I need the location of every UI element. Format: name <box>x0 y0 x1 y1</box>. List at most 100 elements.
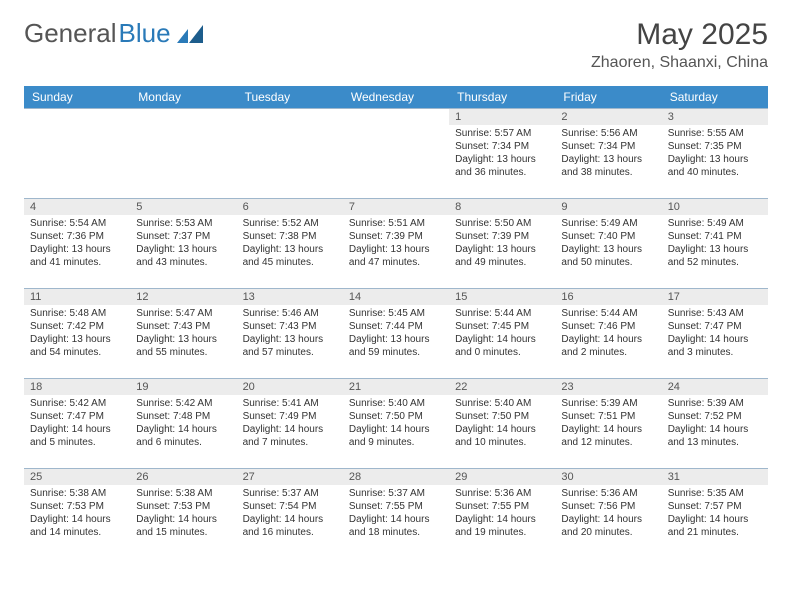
day-number: 13 <box>237 289 343 305</box>
day-details: Sunrise: 5:53 AMSunset: 7:37 PMDaylight:… <box>130 215 236 273</box>
day-details: Sunrise: 5:36 AMSunset: 7:56 PMDaylight:… <box>555 485 661 543</box>
day-number: 28 <box>343 469 449 485</box>
calendar-cell: 25Sunrise: 5:38 AMSunset: 7:53 PMDayligh… <box>24 469 130 559</box>
day-number: 4 <box>24 199 130 215</box>
calendar-cell: 12Sunrise: 5:47 AMSunset: 7:43 PMDayligh… <box>130 289 236 379</box>
weekday-header: Thursday <box>449 86 555 109</box>
weekday-header: Friday <box>555 86 661 109</box>
day-details: Sunrise: 5:49 AMSunset: 7:40 PMDaylight:… <box>555 215 661 273</box>
day-details: Sunrise: 5:42 AMSunset: 7:48 PMDaylight:… <box>130 395 236 453</box>
day-number: 6 <box>237 199 343 215</box>
calendar-cell: 14Sunrise: 5:45 AMSunset: 7:44 PMDayligh… <box>343 289 449 379</box>
calendar-cell: 22Sunrise: 5:40 AMSunset: 7:50 PMDayligh… <box>449 379 555 469</box>
calendar-row: 11Sunrise: 5:48 AMSunset: 7:42 PMDayligh… <box>24 289 768 379</box>
calendar-row: 1Sunrise: 5:57 AMSunset: 7:34 PMDaylight… <box>24 109 768 199</box>
day-details: Sunrise: 5:37 AMSunset: 7:55 PMDaylight:… <box>343 485 449 543</box>
weekday-header: Monday <box>130 86 236 109</box>
calendar-cell: 8Sunrise: 5:50 AMSunset: 7:39 PMDaylight… <box>449 199 555 289</box>
day-number: 29 <box>449 469 555 485</box>
day-number: 12 <box>130 289 236 305</box>
calendar-cell: 2Sunrise: 5:56 AMSunset: 7:34 PMDaylight… <box>555 109 661 199</box>
day-details: Sunrise: 5:39 AMSunset: 7:51 PMDaylight:… <box>555 395 661 453</box>
day-details: Sunrise: 5:40 AMSunset: 7:50 PMDaylight:… <box>343 395 449 453</box>
day-details: Sunrise: 5:54 AMSunset: 7:36 PMDaylight:… <box>24 215 130 273</box>
day-number: 9 <box>555 199 661 215</box>
calendar-cell: 28Sunrise: 5:37 AMSunset: 7:55 PMDayligh… <box>343 469 449 559</box>
calendar-cell: 15Sunrise: 5:44 AMSunset: 7:45 PMDayligh… <box>449 289 555 379</box>
logo: GeneralBlue <box>24 18 203 49</box>
calendar-cell: 29Sunrise: 5:36 AMSunset: 7:55 PMDayligh… <box>449 469 555 559</box>
day-number: 2 <box>555 109 661 125</box>
day-number: 27 <box>237 469 343 485</box>
day-number: 15 <box>449 289 555 305</box>
weekday-header: Tuesday <box>237 86 343 109</box>
day-details: Sunrise: 5:43 AMSunset: 7:47 PMDaylight:… <box>662 305 768 363</box>
calendar-cell: 31Sunrise: 5:35 AMSunset: 7:57 PMDayligh… <box>662 469 768 559</box>
month-title: May 2025 <box>591 18 768 52</box>
day-details: Sunrise: 5:35 AMSunset: 7:57 PMDaylight:… <box>662 485 768 543</box>
calendar-cell: 5Sunrise: 5:53 AMSunset: 7:37 PMDaylight… <box>130 199 236 289</box>
day-details: Sunrise: 5:50 AMSunset: 7:39 PMDaylight:… <box>449 215 555 273</box>
logo-mark-icon <box>177 25 203 43</box>
day-details: Sunrise: 5:48 AMSunset: 7:42 PMDaylight:… <box>24 305 130 363</box>
day-number: 14 <box>343 289 449 305</box>
day-number: 24 <box>662 379 768 395</box>
calendar-cell: 26Sunrise: 5:38 AMSunset: 7:53 PMDayligh… <box>130 469 236 559</box>
calendar-cell: 19Sunrise: 5:42 AMSunset: 7:48 PMDayligh… <box>130 379 236 469</box>
calendar-cell: 13Sunrise: 5:46 AMSunset: 7:43 PMDayligh… <box>237 289 343 379</box>
day-number: 22 <box>449 379 555 395</box>
calendar-cell: 18Sunrise: 5:42 AMSunset: 7:47 PMDayligh… <box>24 379 130 469</box>
calendar-cell: 10Sunrise: 5:49 AMSunset: 7:41 PMDayligh… <box>662 199 768 289</box>
day-number: 1 <box>449 109 555 125</box>
day-number: 17 <box>662 289 768 305</box>
title-block: May 2025 Zhaoren, Shaanxi, China <box>591 18 768 72</box>
calendar-cell: 3Sunrise: 5:55 AMSunset: 7:35 PMDaylight… <box>662 109 768 199</box>
day-details: Sunrise: 5:41 AMSunset: 7:49 PMDaylight:… <box>237 395 343 453</box>
calendar-cell: 6Sunrise: 5:52 AMSunset: 7:38 PMDaylight… <box>237 199 343 289</box>
day-number: 8 <box>449 199 555 215</box>
day-number: 20 <box>237 379 343 395</box>
day-number: 3 <box>662 109 768 125</box>
calendar-cell: 17Sunrise: 5:43 AMSunset: 7:47 PMDayligh… <box>662 289 768 379</box>
day-number: 30 <box>555 469 661 485</box>
weekday-header: Wednesday <box>343 86 449 109</box>
day-details: Sunrise: 5:51 AMSunset: 7:39 PMDaylight:… <box>343 215 449 273</box>
day-number: 11 <box>24 289 130 305</box>
day-details: Sunrise: 5:44 AMSunset: 7:46 PMDaylight:… <box>555 305 661 363</box>
day-details: Sunrise: 5:49 AMSunset: 7:41 PMDaylight:… <box>662 215 768 273</box>
weekday-header-row: Sunday Monday Tuesday Wednesday Thursday… <box>24 86 768 109</box>
day-number: 7 <box>343 199 449 215</box>
calendar-cell: 1Sunrise: 5:57 AMSunset: 7:34 PMDaylight… <box>449 109 555 199</box>
calendar-cell <box>130 109 236 199</box>
location: Zhaoren, Shaanxi, China <box>591 54 768 72</box>
header: GeneralBlue May 2025 Zhaoren, Shaanxi, C… <box>24 18 768 72</box>
day-number: 25 <box>24 469 130 485</box>
day-number: 19 <box>130 379 236 395</box>
calendar-cell <box>237 109 343 199</box>
calendar-cell <box>24 109 130 199</box>
day-number: 23 <box>555 379 661 395</box>
calendar-table: Sunday Monday Tuesday Wednesday Thursday… <box>24 86 768 559</box>
calendar-cell: 20Sunrise: 5:41 AMSunset: 7:49 PMDayligh… <box>237 379 343 469</box>
day-details: Sunrise: 5:38 AMSunset: 7:53 PMDaylight:… <box>130 485 236 543</box>
day-number: 18 <box>24 379 130 395</box>
logo-text-blue: Blue <box>119 18 171 49</box>
calendar-cell: 11Sunrise: 5:48 AMSunset: 7:42 PMDayligh… <box>24 289 130 379</box>
calendar-cell: 9Sunrise: 5:49 AMSunset: 7:40 PMDaylight… <box>555 199 661 289</box>
calendar-row: 4Sunrise: 5:54 AMSunset: 7:36 PMDaylight… <box>24 199 768 289</box>
day-details: Sunrise: 5:38 AMSunset: 7:53 PMDaylight:… <box>24 485 130 543</box>
day-number: 21 <box>343 379 449 395</box>
day-details: Sunrise: 5:55 AMSunset: 7:35 PMDaylight:… <box>662 125 768 183</box>
calendar-cell: 30Sunrise: 5:36 AMSunset: 7:56 PMDayligh… <box>555 469 661 559</box>
day-details: Sunrise: 5:46 AMSunset: 7:43 PMDaylight:… <box>237 305 343 363</box>
weekday-header: Saturday <box>662 86 768 109</box>
day-details: Sunrise: 5:57 AMSunset: 7:34 PMDaylight:… <box>449 125 555 183</box>
calendar-cell: 24Sunrise: 5:39 AMSunset: 7:52 PMDayligh… <box>662 379 768 469</box>
calendar-row: 25Sunrise: 5:38 AMSunset: 7:53 PMDayligh… <box>24 469 768 559</box>
calendar-cell: 16Sunrise: 5:44 AMSunset: 7:46 PMDayligh… <box>555 289 661 379</box>
weekday-header: Sunday <box>24 86 130 109</box>
calendar-cell <box>343 109 449 199</box>
day-number: 16 <box>555 289 661 305</box>
calendar-cell: 23Sunrise: 5:39 AMSunset: 7:51 PMDayligh… <box>555 379 661 469</box>
calendar-row: 18Sunrise: 5:42 AMSunset: 7:47 PMDayligh… <box>24 379 768 469</box>
